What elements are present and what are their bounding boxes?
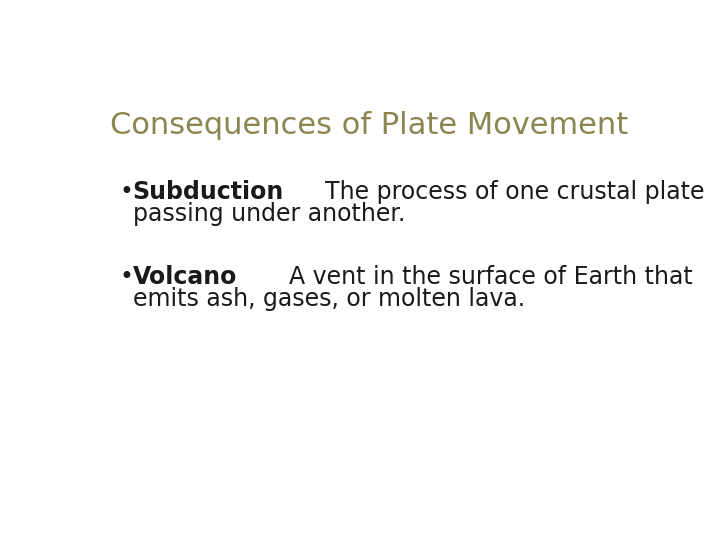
Text: •: • (120, 180, 133, 204)
Text: Subduction: Subduction (132, 180, 284, 204)
Text: •: • (120, 265, 133, 289)
Text: emits ash, gases, or molten lava.: emits ash, gases, or molten lava. (132, 287, 525, 310)
Text: passing under another.: passing under another. (132, 202, 405, 226)
Text: A vent in the surface of Earth that: A vent in the surface of Earth that (274, 265, 693, 289)
Text: Volcano: Volcano (132, 265, 237, 289)
Text: Consequences of Plate Movement: Consequences of Plate Movement (110, 111, 628, 140)
Text: The process of one crustal plate: The process of one crustal plate (310, 180, 704, 204)
